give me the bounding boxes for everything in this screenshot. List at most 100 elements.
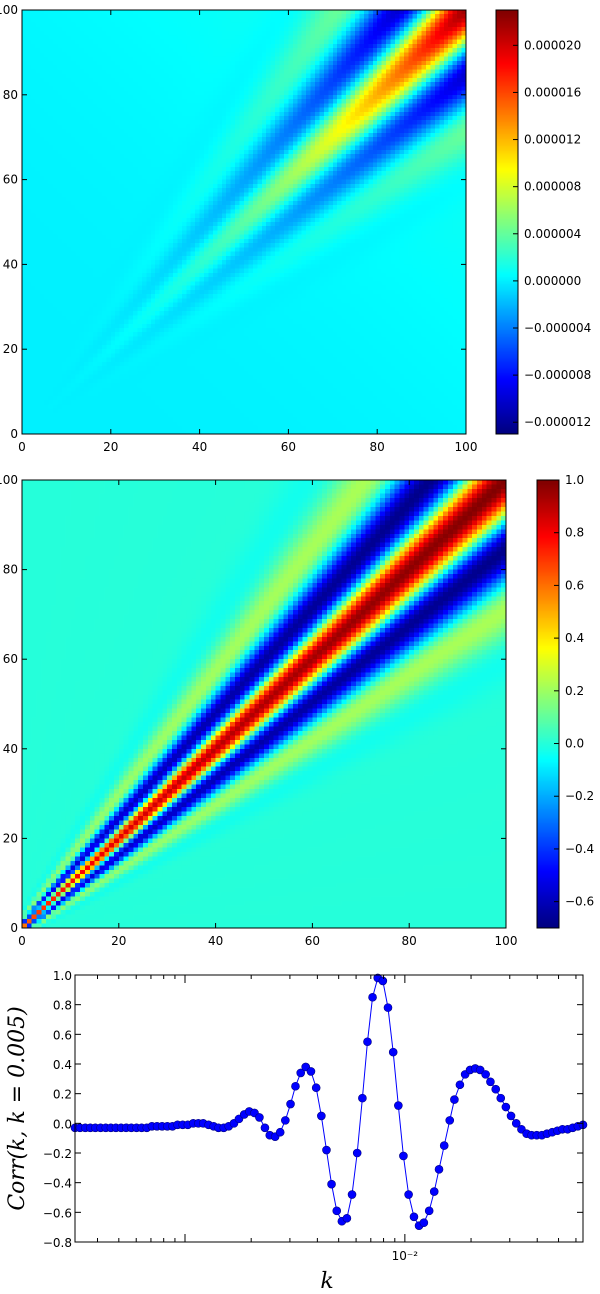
x-tick-label: 40 — [192, 440, 207, 454]
x-tick-label: 80 — [370, 440, 385, 454]
y-tick-label: 80 — [3, 88, 18, 102]
colorbar-tick-label: 0.000020 — [524, 38, 581, 52]
data-point — [496, 1093, 506, 1103]
data-point — [394, 1101, 403, 1110]
data-point — [491, 1084, 501, 1094]
x-tick-label: 60 — [305, 934, 320, 948]
data-point — [399, 1151, 408, 1161]
colorbar-frame — [536, 479, 560, 929]
y-tick-label: 0.4 — [53, 1058, 72, 1072]
data-point — [291, 1081, 300, 1091]
data-point — [511, 1119, 521, 1128]
y-tick-label: 60 — [3, 173, 18, 187]
y-tick-label: 0 — [10, 427, 18, 441]
colorbar-tick-label: 0.000000 — [524, 274, 581, 288]
colorbar-tick-label: 0.000004 — [524, 227, 581, 241]
data-point — [352, 1148, 362, 1158]
colorbar-tick-label: 0.4 — [565, 631, 584, 645]
colorbar-tick-label: 0.000012 — [524, 133, 581, 147]
data-point — [322, 1145, 331, 1155]
data-point — [439, 1141, 449, 1150]
y-tick-label: 60 — [3, 652, 18, 666]
x-tick-label: 100 — [455, 440, 478, 454]
y-tick-label: 100 — [0, 3, 18, 17]
data-point — [296, 1068, 306, 1078]
x-axis-label: k — [320, 1269, 333, 1294]
y-tick-label: 0.6 — [53, 1028, 72, 1042]
y-axis-label: Corr(k, k = 0.005) — [5, 1006, 30, 1210]
colorbar-tick-label: −0.000004 — [524, 321, 591, 335]
colorbar-tick-label: −0.2 — [565, 789, 594, 803]
heatmap-top-panel: 0 20 40 60 80 100 0 20 40 60 80 100 0.000020 0.000016… — [0, 3, 591, 454]
x-tick-label: 60 — [281, 440, 296, 454]
y-tick-label: −0.4 — [43, 1177, 72, 1191]
data-point — [275, 1127, 285, 1137]
colorbar-frame — [495, 9, 519, 435]
correlation-line-panel: 1.0 0.8 0.6 0.4 0.2 0.0 −0.2 −0.4 −0.6 −0.8 10⁻² k C… — [5, 969, 588, 1294]
data-point — [342, 1213, 352, 1223]
data-point — [506, 1111, 516, 1121]
colorbar-tick-label: 0.000016 — [524, 85, 581, 99]
data-point — [424, 1206, 434, 1216]
y-tick-label: 0 — [10, 921, 18, 935]
colorbar-tick-label: 0.2 — [565, 684, 584, 698]
data-point — [286, 1099, 295, 1109]
plot-frame — [74, 974, 584, 1243]
x-tick-label: 0 — [18, 934, 26, 948]
colorbar-tick-label: 0.6 — [565, 578, 584, 592]
plot-area — [75, 975, 583, 1242]
data-point — [429, 1187, 439, 1196]
data-point — [388, 1047, 398, 1057]
data-point — [481, 1070, 490, 1079]
x-tick-label: 20 — [103, 440, 118, 454]
colorbar-tick-label: 1.0 — [565, 473, 584, 487]
data-point — [455, 1080, 465, 1090]
y-tick-label: 20 — [3, 342, 18, 356]
y-tick-label: 20 — [3, 831, 18, 845]
data-point — [434, 1165, 444, 1174]
heatmap-image — [22, 10, 466, 434]
data-point — [486, 1077, 495, 1087]
colorbar-tick-label: 0.0 — [565, 737, 584, 751]
y-tick-label: 40 — [3, 742, 18, 756]
colorbar-tick-label: 0.000008 — [524, 180, 581, 194]
data-point — [358, 1093, 367, 1103]
colorbar — [537, 480, 559, 928]
data-point — [404, 1190, 413, 1199]
data-point — [255, 1113, 264, 1122]
y-tick-label: 80 — [3, 563, 18, 577]
colorbar-tick-label: −0.6 — [565, 895, 594, 909]
data-point — [450, 1095, 459, 1104]
data-point — [445, 1116, 455, 1125]
y-tick-label: −0.6 — [43, 1206, 72, 1220]
y-tick-label: −0.8 — [43, 1236, 72, 1250]
data-point — [419, 1218, 429, 1228]
colorbar-tick-label: 0.8 — [565, 526, 584, 540]
data-point — [347, 1190, 357, 1199]
colorbar-tick-label: −0.4 — [565, 842, 594, 856]
data-point — [383, 1003, 393, 1012]
x-tick-label: 10⁻² — [392, 1249, 419, 1263]
colorbar — [496, 10, 518, 434]
data-point — [501, 1102, 511, 1112]
x-tick-label: 40 — [208, 934, 223, 948]
y-tick-label: 0.8 — [53, 999, 72, 1013]
data-point — [327, 1179, 336, 1189]
heatmap-middle-panel: 0 20 40 60 80 100 0 20 40 60 80 100 1.0 0.8 0.6 0.4 0.2 0… — [0, 473, 594, 948]
data-point — [281, 1116, 290, 1125]
data-point — [317, 1111, 326, 1121]
y-tick-label: 0.2 — [53, 1088, 72, 1102]
data-point — [260, 1123, 270, 1133]
y-tick-label: −0.2 — [43, 1147, 72, 1161]
colorbar-tick-label: −0.000008 — [524, 368, 591, 382]
y-tick-label: 0.0 — [53, 1117, 72, 1131]
colorbar-tick-label: −0.000012 — [524, 415, 591, 429]
data-point — [311, 1083, 321, 1093]
plot-frame — [21, 9, 467, 435]
y-tick-label: 40 — [3, 257, 18, 271]
data-point — [409, 1212, 419, 1222]
heatmap-image — [22, 480, 506, 928]
data-point — [368, 992, 377, 1002]
data-point — [378, 976, 388, 986]
